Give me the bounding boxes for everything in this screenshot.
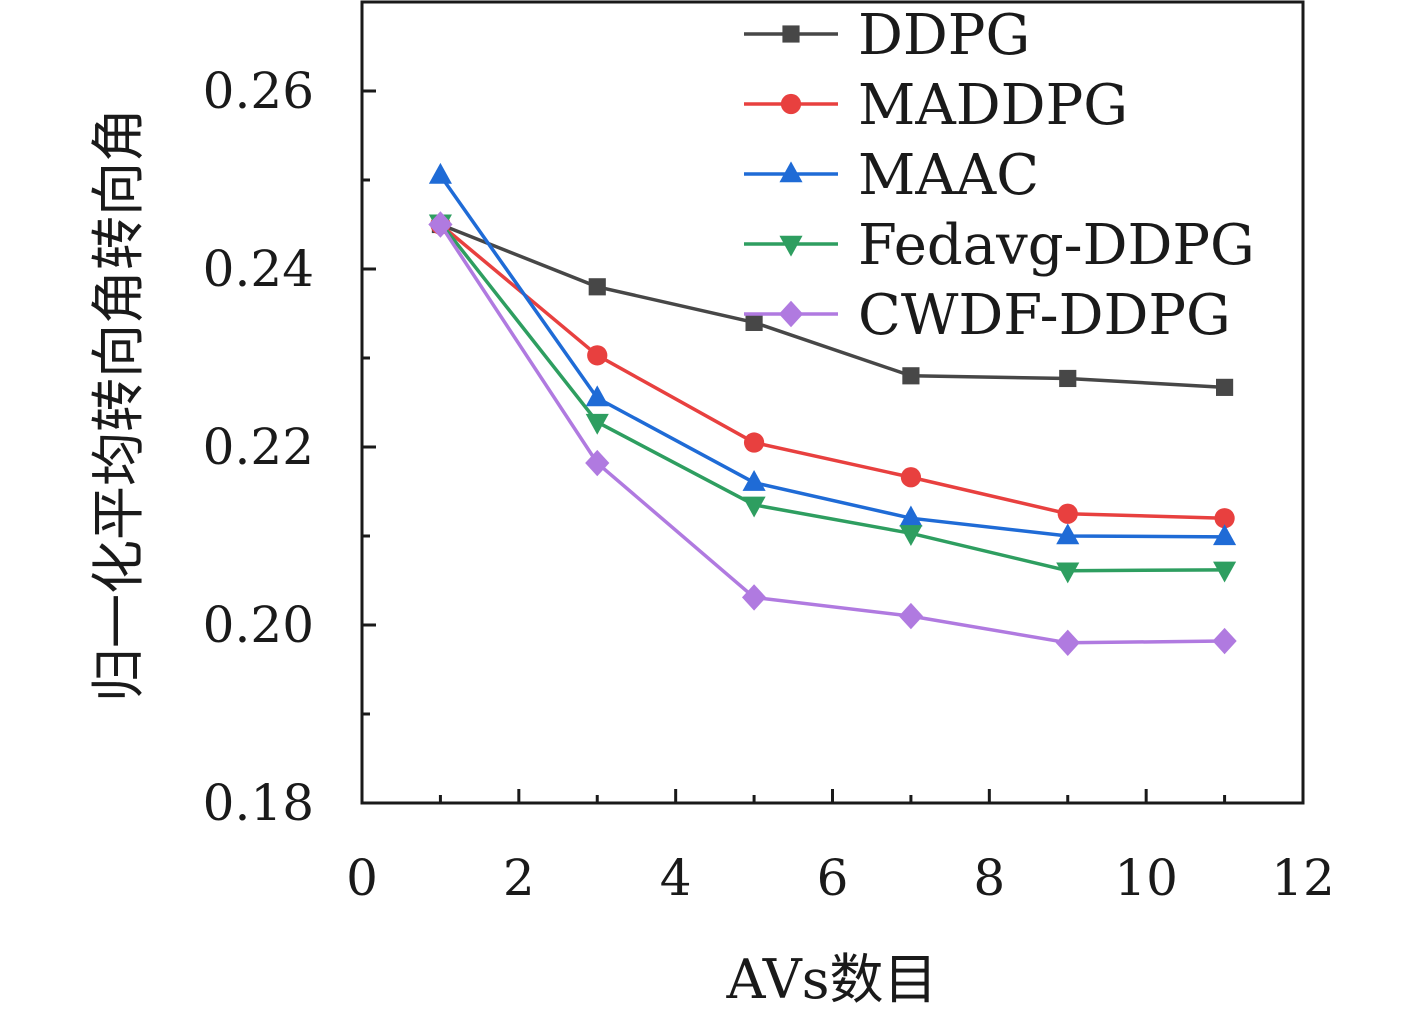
series-line <box>438 174 1225 539</box>
legend-label: DDPG <box>858 3 1030 68</box>
series-line <box>439 221 1225 573</box>
data-point <box>900 467 922 488</box>
x-tick-label: 12 <box>1271 849 1335 907</box>
x-tick-label: 6 <box>817 849 849 907</box>
legend-label: MADDPG <box>858 73 1128 138</box>
legend-marker <box>779 161 803 183</box>
legend-marker <box>778 300 804 328</box>
data-point <box>1213 561 1237 583</box>
data-point <box>1216 378 1234 396</box>
x-tick-label: 10 <box>1114 849 1178 907</box>
legend-label: CWDF-DDPG <box>858 283 1231 348</box>
data-point <box>1214 508 1235 529</box>
legend-item: MADDPG <box>744 73 1128 138</box>
plot-frame <box>360 0 1305 805</box>
x-tick-label: 8 <box>973 849 1005 907</box>
data-point <box>587 345 608 366</box>
legend-marker <box>779 235 803 257</box>
y-tick-label: 0.18 <box>203 774 314 832</box>
y-tick-label: 0.26 <box>203 62 314 120</box>
data-point <box>1213 524 1237 546</box>
legend-item: DDPG <box>744 3 1030 68</box>
data-point <box>585 449 610 477</box>
data-point <box>585 385 609 407</box>
data-point <box>1212 627 1237 655</box>
axes <box>360 0 1305 805</box>
y-axis-label: 归一化平均转向角转向角 <box>87 108 150 702</box>
data-point <box>1055 629 1080 656</box>
data-point <box>742 496 766 518</box>
legend-label: MAAC <box>858 143 1039 208</box>
data-point <box>588 278 606 296</box>
x-tick-label: 0 <box>346 849 378 907</box>
data-point <box>1059 369 1077 388</box>
y-tick-label: 0.22 <box>203 418 314 476</box>
legend-marker <box>780 93 802 115</box>
y-tick-label: 0.24 <box>203 240 314 298</box>
data-point <box>745 313 763 331</box>
data-point <box>1056 523 1080 545</box>
series-maddpg <box>430 214 1235 529</box>
series-line <box>439 222 1225 390</box>
data-point <box>742 469 766 491</box>
legend-item: CWDF-DDPG <box>744 283 1231 348</box>
data-point <box>428 162 452 184</box>
data-point <box>585 413 609 435</box>
legend-item: MAAC <box>744 143 1039 208</box>
y-tick-label: 0.20 <box>203 596 314 654</box>
series-line <box>438 223 1225 645</box>
data-point <box>743 432 765 453</box>
data-point <box>1057 503 1078 524</box>
x-tick-label: 2 <box>503 849 535 907</box>
data-point <box>899 505 923 527</box>
data-point <box>741 584 767 611</box>
x-tick-label: 4 <box>660 849 692 907</box>
data-point <box>428 211 453 238</box>
data-point <box>902 367 920 385</box>
data-point <box>898 602 924 630</box>
legend-item: Fedavg-DDPG <box>744 213 1255 278</box>
series-line <box>439 223 1225 520</box>
x-axis-label: AVs数目 <box>725 948 937 1011</box>
data-point <box>899 525 923 546</box>
legend-marker <box>782 25 800 43</box>
legend-label: Fedavg-DDPG <box>858 213 1255 278</box>
series-layer <box>428 162 1237 656</box>
data-point <box>1056 562 1080 584</box>
series-cwdf-ddpg <box>428 211 1237 656</box>
y-axis-ticks: 0.18 0.20 0.22 0.24 0.26 <box>203 62 376 832</box>
x-axis-ticks: 0 2 4 6 8 10 12 <box>346 789 1335 907</box>
series-maac <box>428 162 1237 546</box>
